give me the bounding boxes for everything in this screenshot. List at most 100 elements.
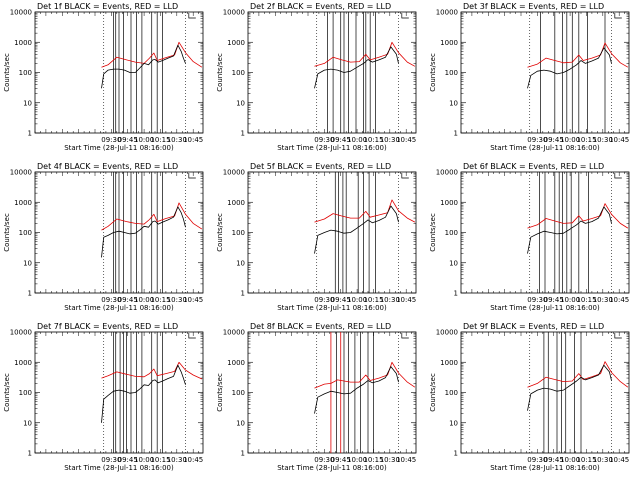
y-tick-label: 1000: [14, 199, 32, 207]
x-tick-label: 09:30: [101, 456, 121, 464]
lld-series-line: [527, 203, 629, 229]
x-tick-label: 10:15: [363, 136, 383, 144]
y-tick-label: 100: [232, 69, 245, 77]
x-tick-label: 10:00: [134, 296, 154, 304]
x-tick-label: 10:30: [380, 136, 400, 144]
y-tick-label: 10000: [10, 9, 32, 17]
events-series-line: [101, 364, 186, 423]
plot-frame: [247, 331, 417, 454]
y-tick-label: 10: [236, 259, 245, 267]
y-tick-label: 100: [445, 229, 458, 237]
x-tick-label: 10:00: [347, 296, 367, 304]
y-tick-label: 1: [241, 130, 245, 138]
y-tick-label: 10000: [10, 329, 32, 337]
y-axis-label: Counts/sec: [3, 213, 11, 252]
y-axis-label: Counts/sec: [216, 373, 224, 412]
x-tick-label: 10:30: [167, 296, 187, 304]
x-tick-label: 09:45: [331, 136, 351, 144]
y-tick-label: 100: [19, 229, 32, 237]
y-tick-label: 1000: [14, 39, 32, 47]
x-tick-label: 09:45: [544, 136, 564, 144]
x-tick-label: 09:30: [527, 296, 547, 304]
y-tick-label: 1: [28, 290, 32, 298]
legend-bracket: [188, 13, 196, 19]
y-tick-label: 1: [454, 450, 458, 458]
x-tick-label: 09:30: [314, 456, 334, 464]
lld-series-line: [527, 361, 629, 388]
x-axis-label: Start Time (28-Jul-11 08:16:00): [490, 464, 600, 472]
x-tick-label: 10:45: [396, 296, 416, 304]
legend-bracket: [188, 173, 196, 179]
x-axis-label: Start Time (28-Jul-11 08:16:00): [277, 144, 387, 152]
x-tick-label: 09:30: [314, 296, 334, 304]
x-tick-label: 10:00: [347, 136, 367, 144]
y-tick-label: 1: [241, 290, 245, 298]
x-tick-label: 10:45: [396, 136, 416, 144]
x-tick-label: 09:30: [314, 136, 334, 144]
x-axis-label: Start Time (28-Jul-11 08:16:00): [277, 464, 387, 472]
panel-title: Det 7f BLACK = Events, RED = LLD: [37, 322, 178, 331]
lld-series-line: [314, 361, 416, 389]
y-tick-label: 10000: [436, 169, 458, 177]
x-tick-label: 10:30: [593, 296, 613, 304]
y-tick-label: 10: [449, 99, 458, 107]
y-tick-label: 100: [445, 389, 458, 397]
x-axis-label: Start Time (28-Jul-11 08:16:00): [277, 304, 387, 312]
lld-series-line: [527, 42, 629, 68]
y-tick-label: 10000: [436, 9, 458, 17]
y-tick-label: 1: [454, 130, 458, 138]
y-axis-label: Counts/sec: [429, 373, 437, 412]
panel-title: Det 8f BLACK = Events, RED = LLD: [250, 322, 391, 331]
x-tick-label: 10:15: [150, 296, 170, 304]
y-tick-label: 10: [449, 419, 458, 427]
y-tick-label: 100: [232, 229, 245, 237]
lld-series-line: [314, 199, 416, 223]
x-tick-label: 10:45: [183, 136, 203, 144]
detector-panel: Det 4f BLACK = Events, RED = LLD 1 10 100 10…: [3, 162, 204, 312]
x-tick-label: 10:30: [380, 296, 400, 304]
x-tick-label: 09:30: [527, 456, 547, 464]
detector-panel: Det 6f BLACK = Events, RED = LLD 1 10 100 10…: [429, 162, 630, 312]
y-tick-label: 10: [236, 99, 245, 107]
lld-series-line: [101, 202, 203, 231]
x-tick-label: 10:30: [593, 136, 613, 144]
detector-panel: Det 7f BLACK = Events, RED = LLD 1 10 100 10…: [3, 322, 204, 472]
events-series-line: [527, 364, 612, 411]
y-tick-label: 10000: [10, 169, 32, 177]
y-tick-label: 100: [232, 389, 245, 397]
y-tick-label: 1000: [440, 199, 458, 207]
lld-series-line: [101, 361, 203, 380]
y-tick-label: 10000: [436, 329, 458, 337]
events-series-line: [101, 206, 186, 258]
x-tick-label: 09:45: [118, 456, 138, 464]
x-tick-label: 10:45: [396, 456, 416, 464]
y-axis-label: Counts/sec: [429, 213, 437, 252]
legend-bracket: [614, 173, 622, 179]
events-series-line: [101, 44, 186, 89]
panel-title: Det 2f BLACK = Events, RED = LLD: [250, 2, 391, 11]
x-axis-label: Start Time (28-Jul-11 08:16:00): [490, 144, 600, 152]
y-axis-label: Counts/sec: [3, 53, 11, 92]
y-tick-label: 1000: [440, 359, 458, 367]
plot-frame: [34, 331, 204, 454]
legend-bracket: [401, 13, 409, 19]
y-tick-label: 1000: [440, 39, 458, 47]
x-tick-label: 10:15: [150, 136, 170, 144]
y-axis-label: Counts/sec: [3, 373, 11, 412]
y-tick-label: 1000: [227, 359, 245, 367]
y-tick-label: 10000: [223, 9, 245, 17]
x-axis-label: Start Time (28-Jul-11 08:16:00): [64, 304, 174, 312]
legend-bracket: [188, 333, 196, 339]
x-tick-label: 10:45: [183, 296, 203, 304]
x-tick-label: 10:30: [593, 456, 613, 464]
x-tick-label: 09:45: [331, 296, 351, 304]
x-axis-label: Start Time (28-Jul-11 08:16:00): [64, 144, 174, 152]
plot-frame: [460, 11, 630, 134]
events-series-line: [527, 47, 612, 89]
x-tick-label: 09:45: [544, 456, 564, 464]
y-tick-label: 10: [23, 259, 32, 267]
x-tick-label: 09:45: [118, 296, 138, 304]
x-tick-label: 10:45: [183, 456, 203, 464]
lld-series-line: [314, 41, 416, 67]
panel-title: Det 3f BLACK = Events, RED = LLD: [463, 2, 604, 11]
